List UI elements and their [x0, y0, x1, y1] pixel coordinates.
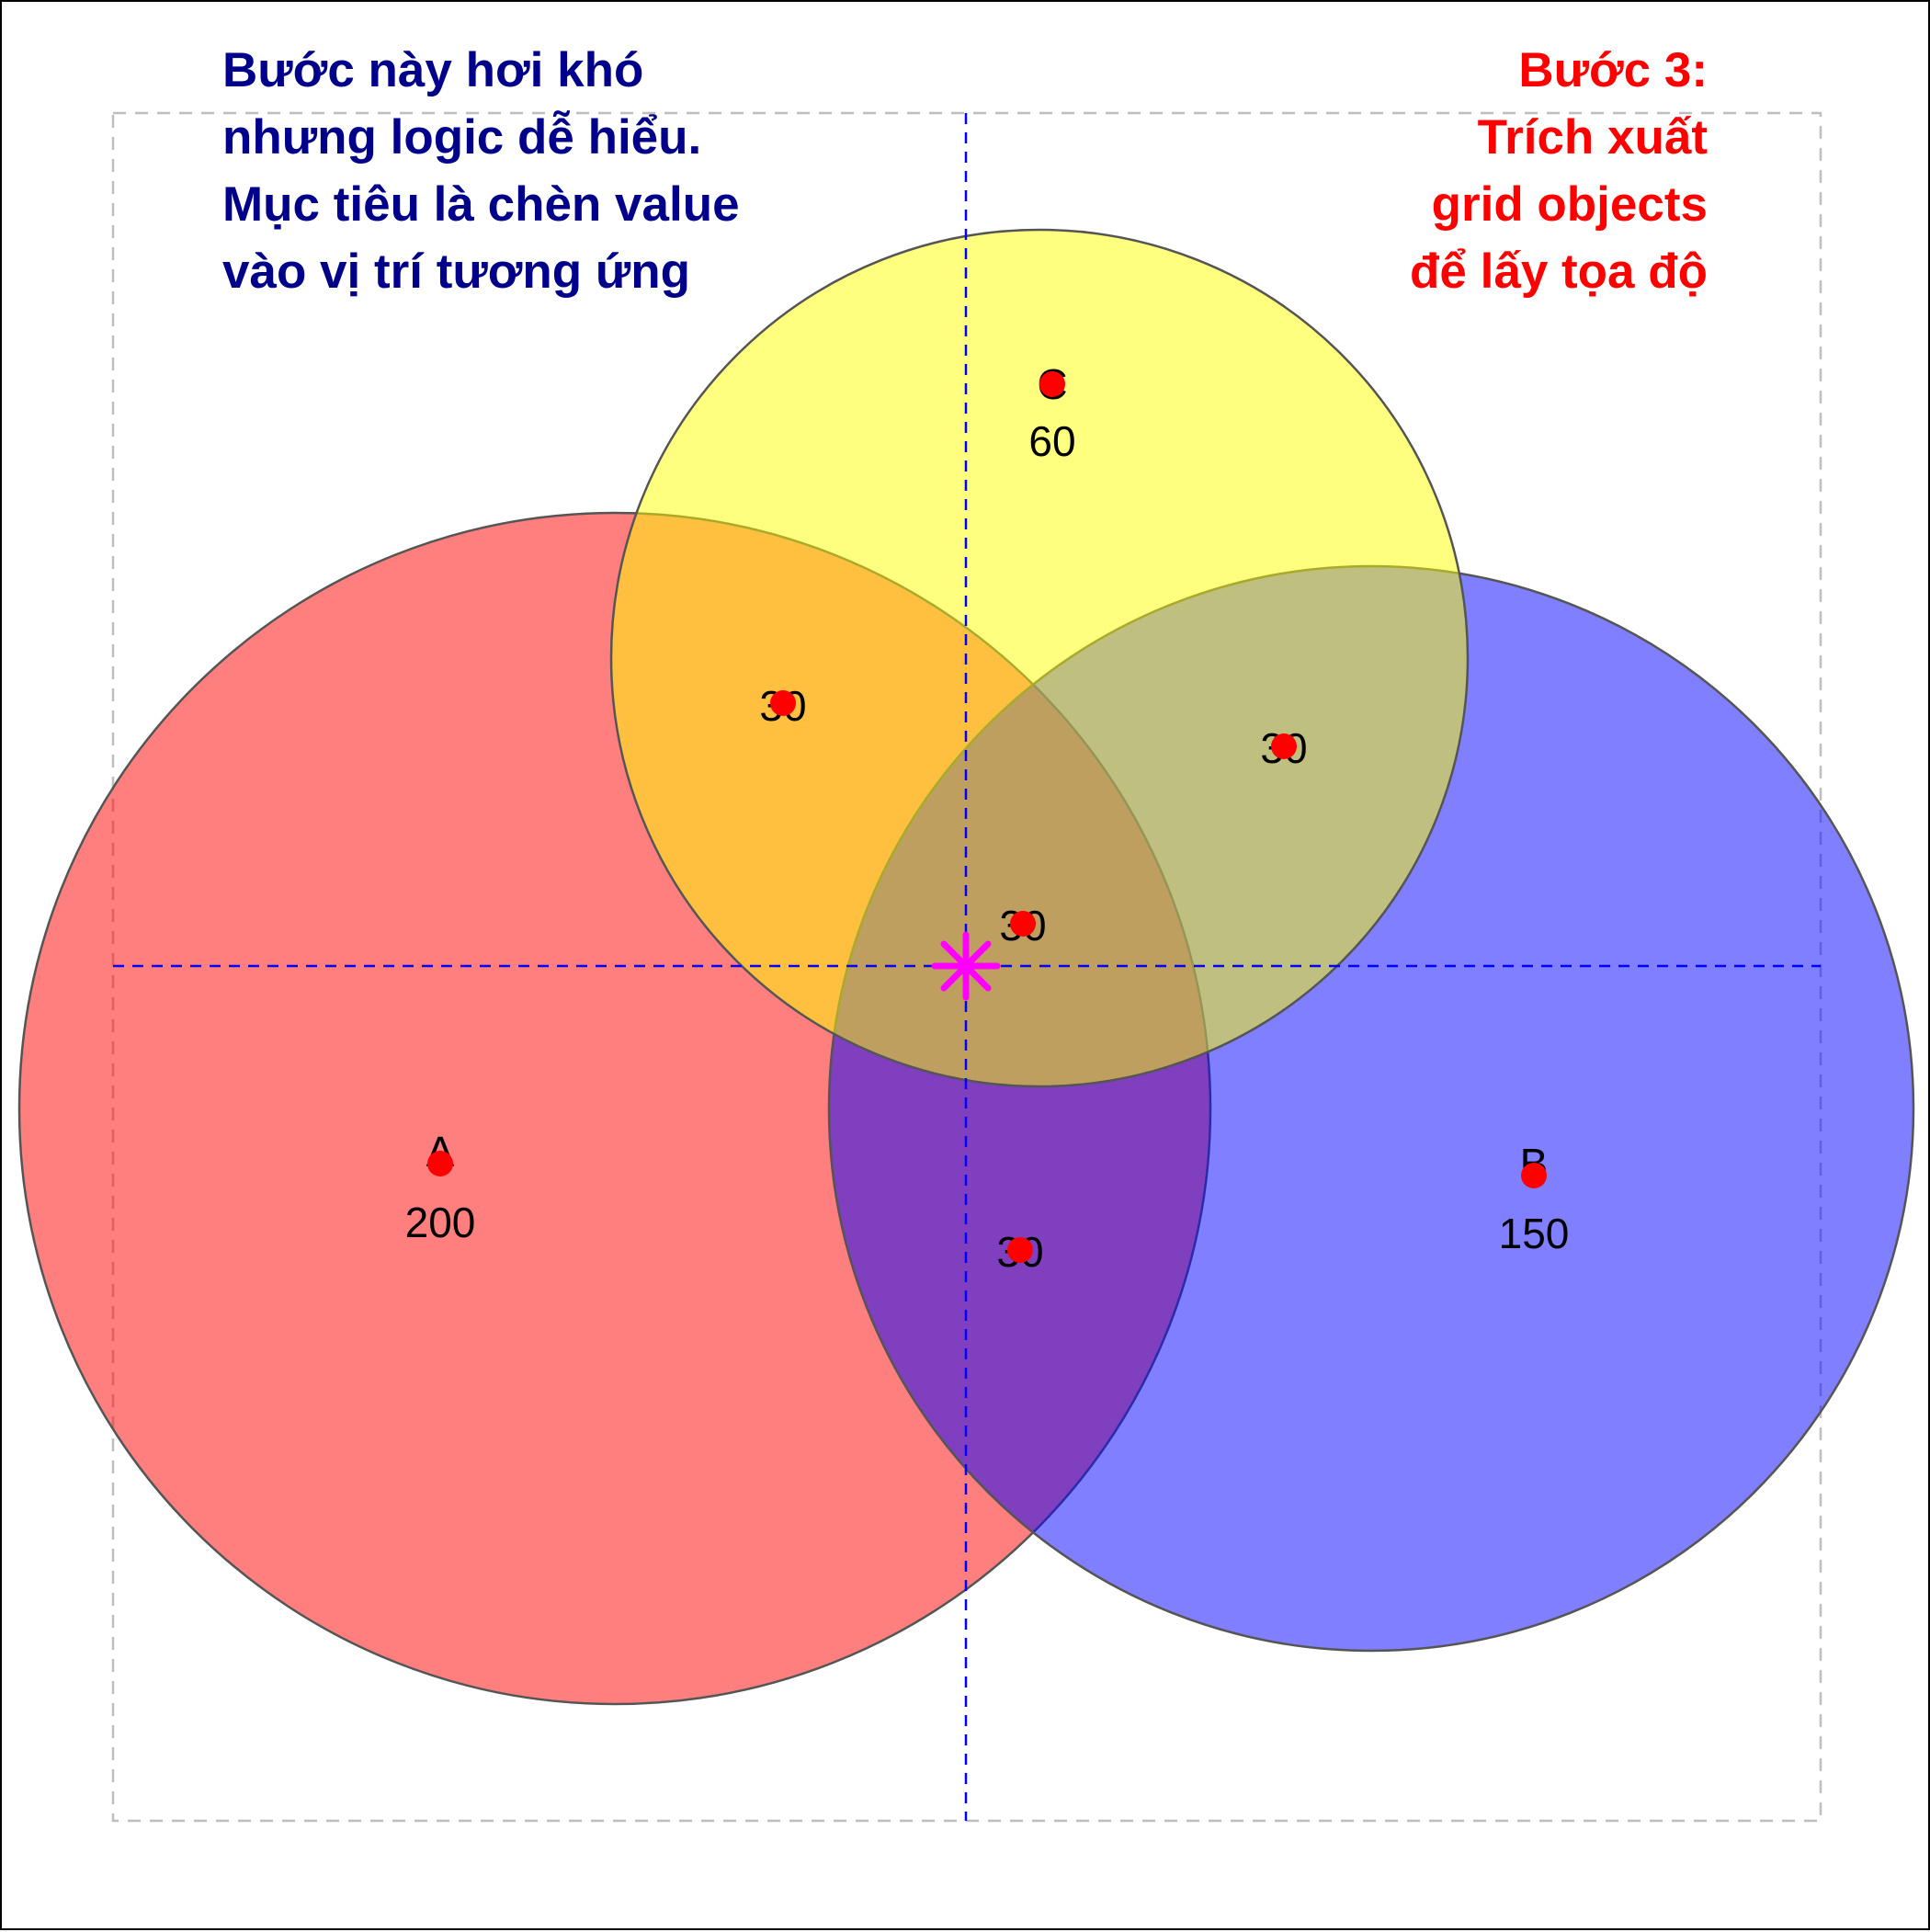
explanation-line-2: nhưng logic dễ hiểu.	[222, 110, 702, 165]
step-line-1: Bước 3:	[1518, 43, 1708, 97]
set-a-marker	[427, 1151, 453, 1176]
explanation-note: Bước này hơi khó nhưng logic dễ hiểu. Mụ…	[222, 37, 740, 305]
intersection-abc-marker	[1010, 911, 1036, 937]
explanation-line-3: Mục tiêu là chèn value	[222, 177, 740, 232]
step-line-2: Trích xuất	[1477, 110, 1708, 165]
asterisk-icon	[931, 931, 1001, 1001]
set-c-value: 60	[1028, 417, 1075, 465]
set-b-value: 150	[1499, 1210, 1570, 1257]
set-b-marker	[1521, 1163, 1547, 1188]
step-line-4: để lấy tọa độ	[1410, 244, 1708, 299]
intersection-ab-marker	[1007, 1237, 1033, 1263]
explanation-line-4: vào vị trí tương ứng	[222, 244, 691, 299]
intersection-bc-marker	[1271, 733, 1297, 759]
intersection-ac-marker	[770, 690, 796, 716]
step-note: Bước 3: Trích xuất grid objects để lấy t…	[1410, 37, 1708, 305]
set-a-value: 200	[405, 1199, 476, 1246]
explanation-line-1: Bước này hơi khó	[222, 43, 644, 97]
step-line-3: grid objects	[1431, 177, 1708, 232]
set-c-marker	[1039, 371, 1065, 397]
set-c-circle	[609, 228, 1470, 1088]
